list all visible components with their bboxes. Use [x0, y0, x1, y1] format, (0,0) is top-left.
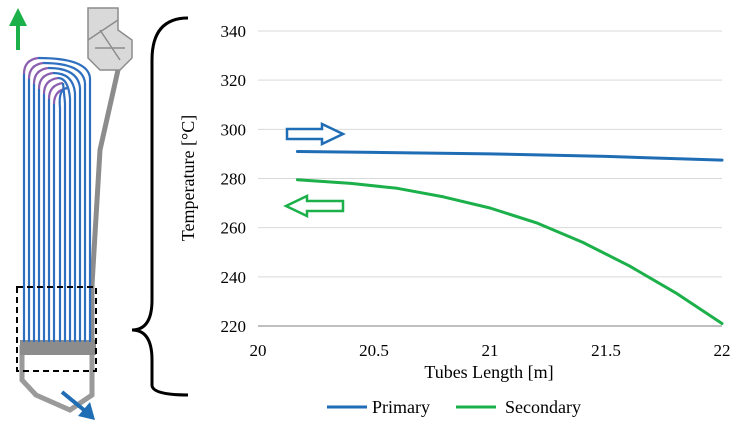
series-line-primary [295, 150, 724, 162]
legend-label-primary: Primary [372, 397, 430, 417]
shell-wall [19, 69, 121, 413]
tube-bend [57, 76, 72, 99]
primary-inlet-arrow-icon [60, 390, 95, 420]
x-tick-label: 21 [482, 341, 499, 360]
y-tick-label: 260 [221, 219, 247, 238]
x-tick-labels: 20 20.5 21 21.5 22 [250, 341, 731, 360]
tube-bend [52, 71, 77, 94]
primary-flow-arrow-icon [285, 122, 346, 146]
y-axis-label: Temperature [°C] [178, 115, 198, 241]
tube-bend [37, 71, 54, 90]
y-tick-label: 300 [221, 120, 247, 139]
x-tick-label: 21.5 [591, 341, 621, 360]
tube-bend [61, 82, 67, 104]
series-layer [295, 150, 724, 325]
tube-bend [37, 56, 92, 79]
secondary-flow-arrow-icon [283, 194, 345, 218]
zoom-brace [131, 16, 189, 397]
legend: Primary Secondary [327, 397, 581, 417]
y-tick-label: 240 [221, 268, 247, 287]
y-tick-label: 220 [221, 317, 247, 336]
tube-bend [22, 56, 39, 75]
steam-outlet-arrow-icon [9, 8, 27, 50]
x-tick-label: 20.5 [359, 341, 389, 360]
y-tick-label: 340 [221, 22, 247, 41]
zoom-region-box [16, 286, 97, 372]
y-tick-label: 280 [221, 170, 247, 189]
x-tick-label: 22 [714, 341, 731, 360]
tube-bend [47, 66, 82, 89]
temperature-chart: 220 240 260 280 300 320 340 20 20.5 21 21.5 22 Tem… [178, 22, 731, 417]
x-tick-label: 20 [250, 341, 267, 360]
y-tick-labels: 220 240 260 280 300 320 340 [221, 22, 247, 336]
tube-bend [32, 66, 49, 85]
tube-bend [27, 61, 44, 80]
tube-bend [42, 76, 59, 95]
tube-bend [42, 61, 87, 84]
tube-bend [58, 86, 69, 109]
x-axis-label: Tubes Length [m] [424, 362, 553, 382]
y-tick-label: 320 [221, 71, 247, 90]
tube-bend [47, 81, 64, 100]
separator-structure [87, 7, 133, 71]
steam-generator-schematic [9, 7, 189, 420]
series-line-secondary [295, 178, 724, 325]
legend-label-secondary: Secondary [505, 397, 581, 417]
tube-bundle [22, 56, 92, 342]
